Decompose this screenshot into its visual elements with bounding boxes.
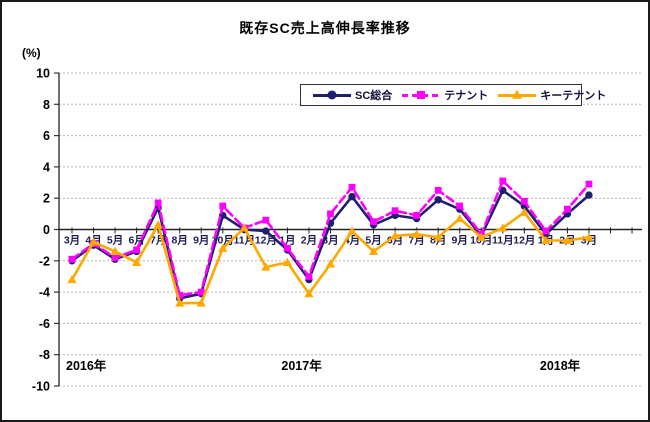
data-point-square bbox=[176, 291, 184, 299]
data-point-square bbox=[262, 216, 270, 224]
year-label: 2017年 bbox=[281, 358, 322, 373]
data-point-square bbox=[348, 183, 356, 191]
data-point-triangle bbox=[196, 298, 206, 307]
data-point-triangle bbox=[347, 226, 357, 235]
y-axis-label: -4 bbox=[39, 286, 50, 300]
data-point-triangle bbox=[261, 262, 271, 271]
data-point-triangle bbox=[218, 243, 228, 252]
data-point-triangle bbox=[325, 259, 336, 268]
data-point-triangle bbox=[368, 246, 379, 256]
legend-label: キーテナント bbox=[540, 90, 607, 102]
data-point-square bbox=[520, 197, 528, 205]
x-axis-month-label: 5月 bbox=[365, 235, 381, 247]
data-point-circle bbox=[262, 227, 270, 235]
data-point-square bbox=[370, 218, 377, 226]
data-point-triangle bbox=[519, 207, 529, 216]
y-axis-label: 10 bbox=[36, 67, 50, 81]
tenant-dashed-line-square-icon bbox=[402, 89, 441, 101]
data-point-triangle bbox=[476, 232, 486, 241]
data-point-triangle bbox=[584, 232, 594, 241]
chart-title: 既存SC売上高伸長率推移 bbox=[239, 20, 411, 36]
legend-item-key-tenant: キーテナント bbox=[498, 87, 606, 103]
data-point-triangle bbox=[282, 257, 292, 266]
data-point-triangle bbox=[132, 257, 142, 266]
year-label: 2018年 bbox=[540, 358, 581, 373]
x-axis-month-label: 5月 bbox=[107, 235, 123, 247]
y-axis-label: -10 bbox=[32, 380, 50, 394]
data-point-triangle bbox=[455, 213, 465, 223]
data-point-square bbox=[327, 210, 334, 218]
data-point-square bbox=[197, 288, 205, 296]
data-point-square bbox=[305, 273, 313, 280]
x-axis-month-label: 12月 bbox=[513, 235, 535, 247]
data-point-triangle bbox=[304, 289, 314, 298]
data-point-triangle bbox=[562, 235, 573, 245]
data-point-square bbox=[219, 202, 227, 210]
data-point-square bbox=[542, 227, 550, 235]
y-axis-label: -6 bbox=[39, 317, 50, 331]
data-point-triangle bbox=[498, 223, 508, 232]
x-axis-month-label: 3月 bbox=[64, 235, 80, 247]
data-point-triangle bbox=[390, 231, 400, 240]
data-point-square bbox=[284, 244, 291, 252]
data-point-triangle bbox=[153, 220, 163, 229]
y-axis-label: -2 bbox=[39, 254, 50, 268]
data-point-triangle bbox=[88, 237, 99, 246]
legend-label: テナント bbox=[444, 90, 489, 102]
data-point-circle bbox=[585, 191, 593, 199]
legend-item-tenant: テナント bbox=[402, 87, 488, 103]
data-point-triangle bbox=[412, 229, 422, 238]
data-point-triangle bbox=[433, 232, 443, 241]
data-point-square bbox=[456, 202, 464, 210]
data-point-square bbox=[413, 212, 421, 219]
data-point-circle bbox=[348, 192, 356, 201]
sc-sogo-line-circle-icon bbox=[313, 89, 351, 101]
y-axis-label: 4 bbox=[43, 160, 50, 174]
data-point-triangle bbox=[110, 246, 120, 256]
data-point-square bbox=[391, 207, 399, 215]
data-point-square bbox=[585, 180, 593, 188]
legend-label: SC総合 bbox=[355, 90, 393, 102]
key-tenant-line-triangle-icon bbox=[498, 89, 537, 101]
legend-item-sc-sogo: SC総合 bbox=[313, 87, 392, 103]
x-axis-month-label: 11月 bbox=[492, 235, 514, 247]
data-point-triangle bbox=[67, 274, 77, 284]
data-point-square bbox=[154, 199, 162, 207]
data-point-square bbox=[68, 255, 76, 263]
data-point-triangle bbox=[175, 298, 185, 307]
y-axis-label: 6 bbox=[43, 129, 50, 143]
data-point-square bbox=[564, 205, 571, 213]
data-point-square bbox=[499, 177, 507, 185]
data-point-square bbox=[133, 246, 141, 254]
y-axis-label: 2 bbox=[43, 192, 50, 206]
y-axis-label: 8 bbox=[43, 98, 50, 112]
legend: SC総合 テナント キーテナント bbox=[300, 84, 606, 106]
data-point-circle bbox=[434, 196, 442, 204]
x-axis-month-label: 8月 bbox=[172, 235, 188, 247]
data-point-triangle bbox=[541, 235, 551, 245]
x-axis-month-label: 9月 bbox=[193, 235, 209, 247]
y-axis-label: 0 bbox=[43, 223, 50, 237]
y-axis-label: -8 bbox=[39, 348, 50, 362]
data-point-triangle bbox=[239, 223, 249, 232]
data-point-square bbox=[111, 254, 119, 262]
year-label: 2016年 bbox=[66, 358, 107, 373]
data-point-square bbox=[434, 186, 442, 194]
y-axis-unit-label: (%) bbox=[22, 46, 41, 60]
x-axis-month-label: 2月 bbox=[301, 235, 317, 247]
x-axis-month-label: 9月 bbox=[452, 235, 468, 247]
